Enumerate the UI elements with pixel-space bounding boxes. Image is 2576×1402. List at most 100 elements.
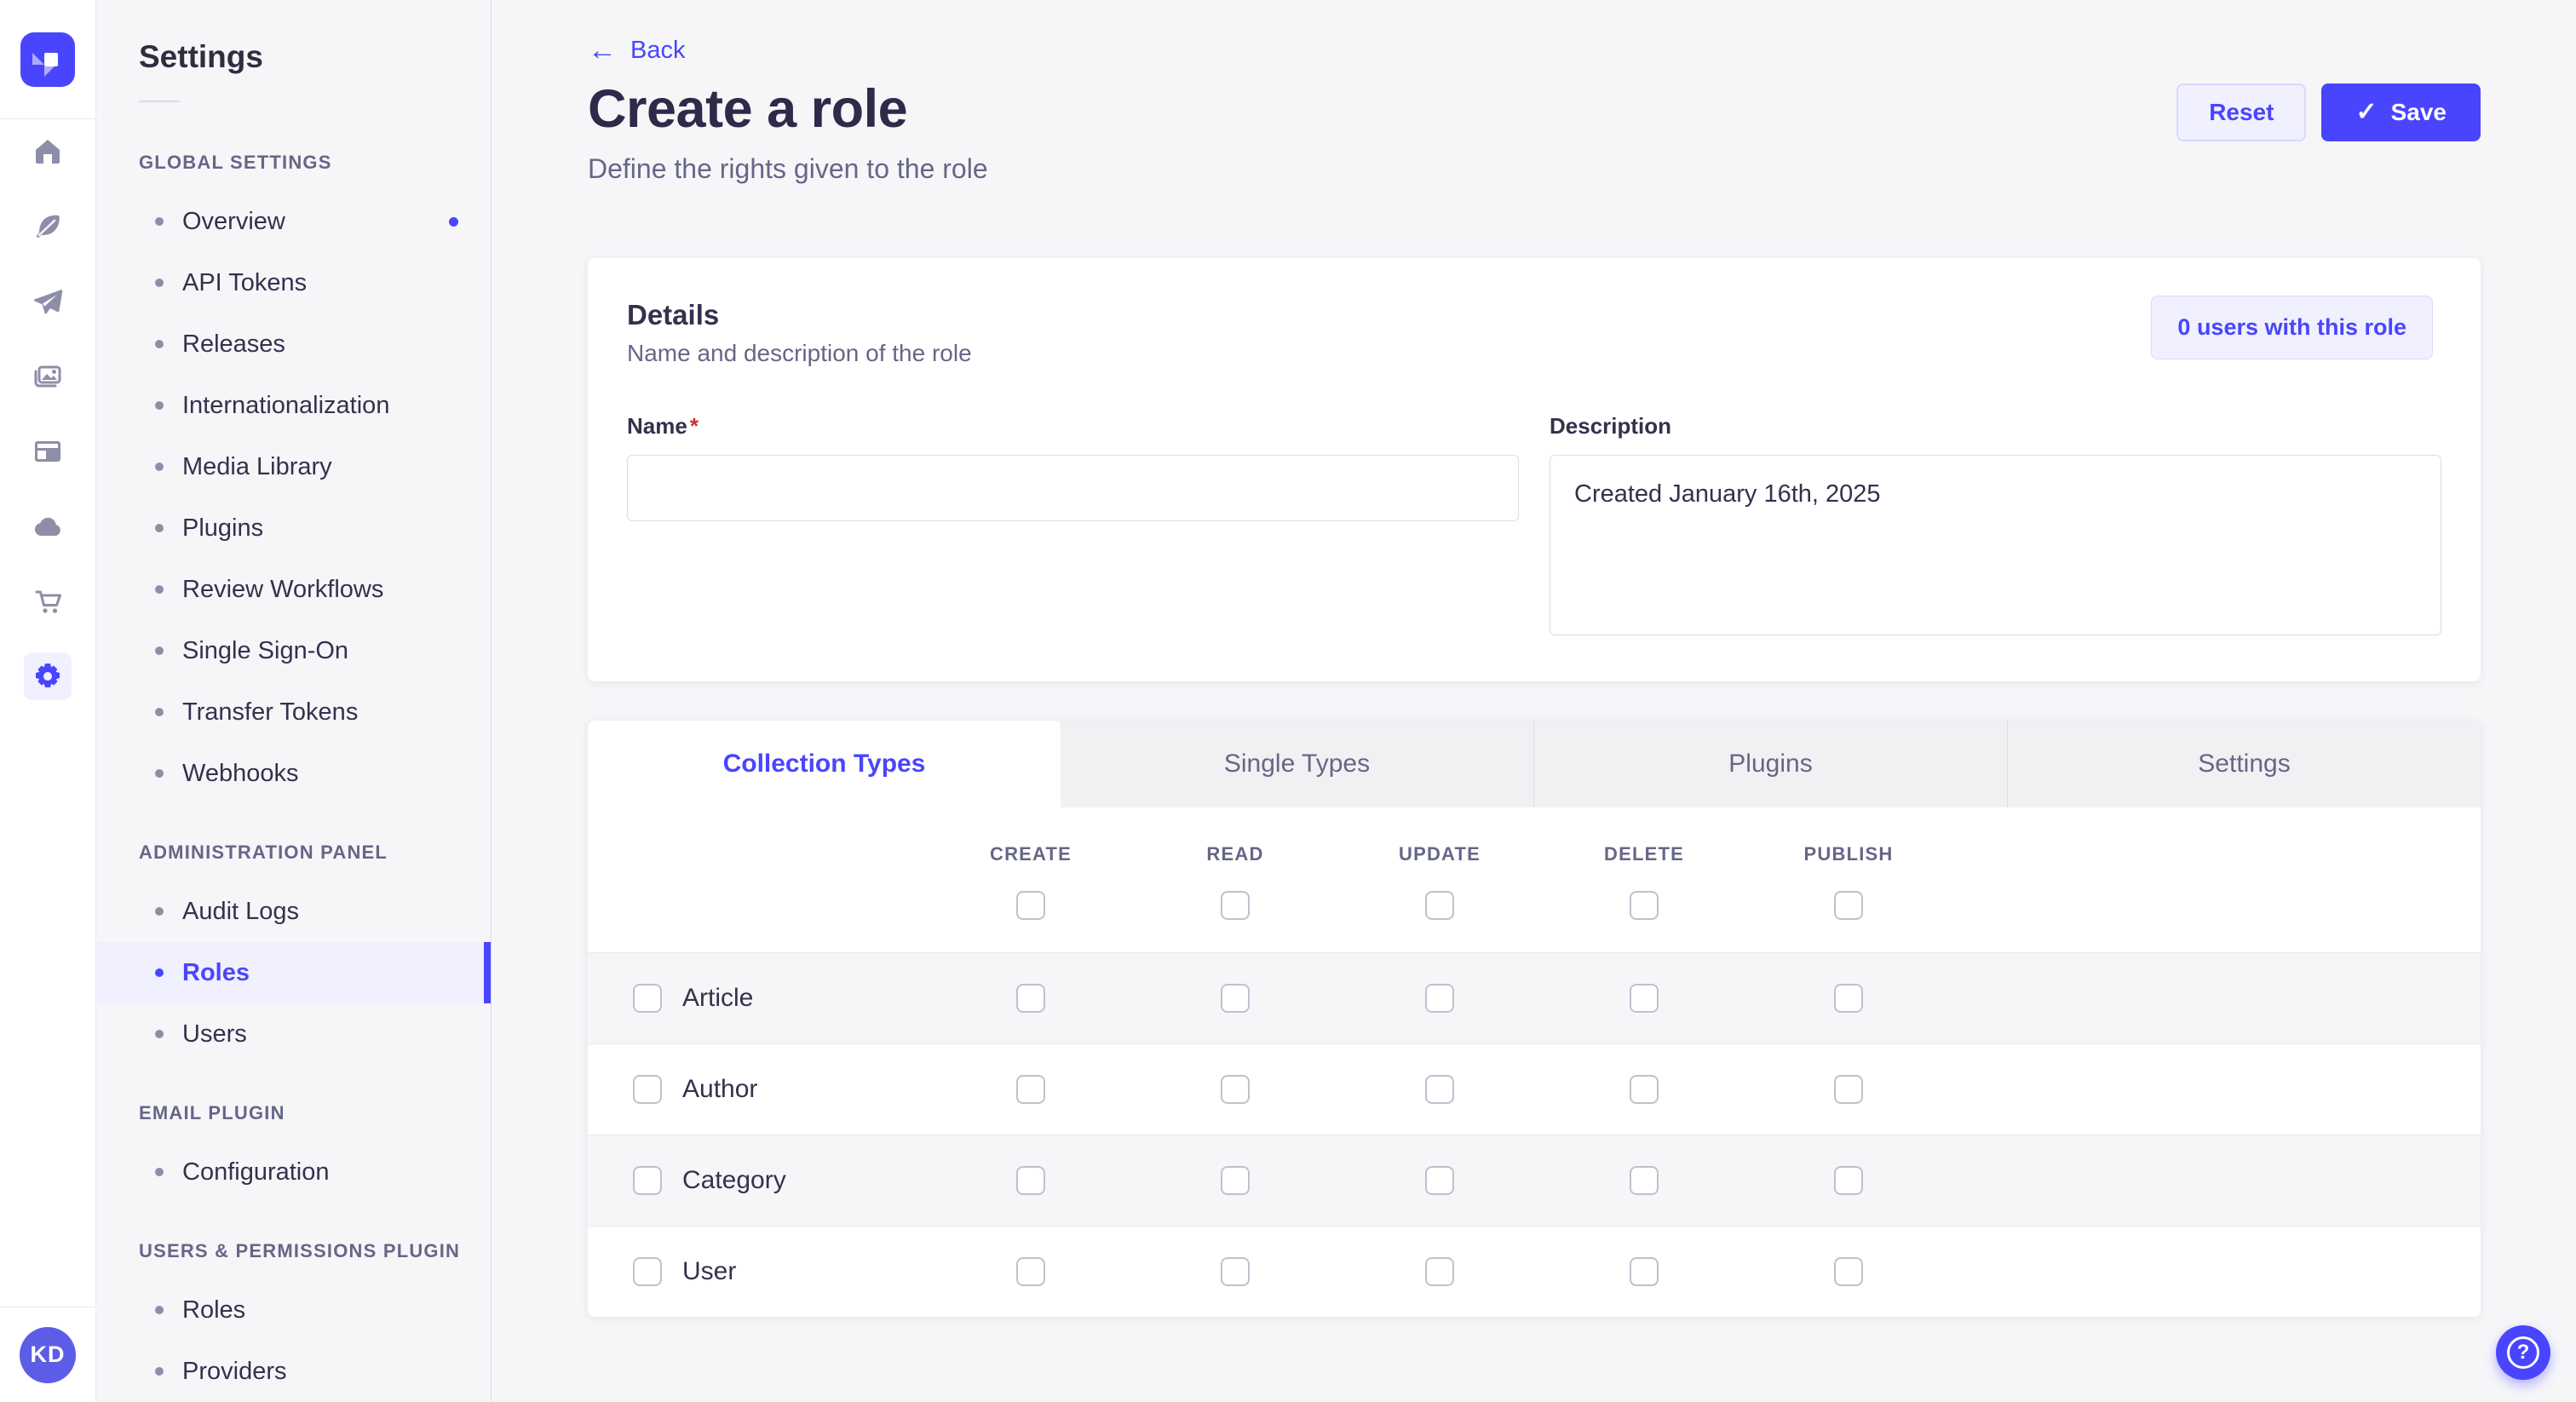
sidebar-item-up-roles[interactable]: Roles [96,1279,491,1341]
select-all-publish-checkbox[interactable] [1834,891,1863,920]
table-row-category: Category [588,1135,2481,1226]
sidebar-item-plugins[interactable]: Plugins [96,497,491,559]
home-icon[interactable] [24,128,72,175]
description-textarea[interactable]: Created January 16th, 2025 [1550,455,2441,635]
sidebar-item-releases[interactable]: Releases [96,313,491,375]
row-select-checkbox[interactable] [633,984,662,1013]
permission-checkbox-delete[interactable] [1630,984,1659,1013]
column-header-create: CREATE [989,843,1072,865]
bullet-icon [155,279,164,287]
row-label: Article [682,984,754,1012]
name-field-group: Name * [627,413,1519,635]
tab-single-types[interactable]: Single Types [1061,721,1533,807]
row-select-checkbox[interactable] [633,1257,662,1286]
sidebar-item-internationalization[interactable]: Internationalization [96,375,491,436]
save-label: Save [2390,99,2447,125]
details-subtitle: Name and description of the role [627,340,972,366]
select-all-create-checkbox[interactable] [1016,891,1045,920]
bullet-icon [155,708,164,716]
main-content: ← Back Create a role Reset ✓ Save Define… [492,0,2576,1402]
paper-plane-icon[interactable] [24,278,72,325]
permission-checkbox-delete[interactable] [1630,1075,1659,1104]
select-all-update-checkbox[interactable] [1425,891,1454,920]
bullet-icon [155,585,164,594]
user-avatar[interactable]: KD [20,1326,76,1383]
name-input[interactable] [627,455,1519,521]
details-card: Details Name and description of the role… [588,258,2481,681]
column-header-delete: DELETE [1604,843,1684,865]
subnav-divider [139,101,180,102]
bullet-icon [155,524,164,532]
bullet-icon [155,1306,164,1314]
sidebar-item-roles[interactable]: Roles [96,942,491,1003]
subnav-title: Settings [139,39,263,74]
permission-checkbox-read[interactable] [1221,1075,1250,1104]
sidebar-item-configuration[interactable]: Configuration [96,1141,491,1203]
permission-checkbox-update[interactable] [1425,984,1454,1013]
permission-checkbox-read[interactable] [1221,1166,1250,1195]
section-label-global-settings: GLOBAL SETTINGS [139,152,332,173]
reset-button[interactable]: Reset [2176,83,2307,141]
users-with-role-button[interactable]: 0 users with this role [2151,296,2433,359]
permission-checkbox-create[interactable] [1016,1257,1045,1286]
sidebar-item-single-sign-on[interactable]: Single Sign-On [96,620,491,681]
column-header-publish: PUBLISH [1803,843,1894,865]
back-link[interactable]: ← Back [588,36,685,65]
strapi-logo[interactable] [20,32,75,87]
tab-settings[interactable]: Settings [2007,721,2481,807]
permission-checkbox-create[interactable] [1016,1166,1045,1195]
sidebar-item-media-library[interactable]: Media Library [96,436,491,497]
permission-checkbox-publish[interactable] [1834,1166,1863,1195]
permissions-column-headers: CREATE READ UPDATE DELETE PUBLISH [588,807,2481,865]
permission-checkbox-delete[interactable] [1630,1166,1659,1195]
help-button[interactable]: ? [2496,1325,2550,1380]
sidebar-item-overview[interactable]: Overview [96,191,491,252]
back-arrow-icon: ← [588,34,617,66]
back-label: Back [630,36,686,64]
bullet-icon [155,340,164,348]
sidebar-item-providers[interactable]: Providers [96,1341,491,1402]
logo-mark [44,52,58,66]
media-library-icon[interactable] [24,353,72,400]
section-label-email-plugin: EMAIL PLUGIN [139,1102,285,1123]
permission-checkbox-update[interactable] [1425,1075,1454,1104]
permission-checkbox-delete[interactable] [1630,1257,1659,1286]
bullet-icon [155,968,164,977]
tab-collection-types[interactable]: Collection Types [588,721,1061,807]
permission-checkbox-publish[interactable] [1834,984,1863,1013]
bullet-icon [155,646,164,655]
row-select-checkbox[interactable] [633,1075,662,1104]
permissions-tabs: Collection Types Single Types Plugins Se… [588,721,2481,807]
save-button[interactable]: ✓ Save [2321,83,2481,141]
permission-checkbox-create[interactable] [1016,984,1045,1013]
sidebar-item-transfer-tokens[interactable]: Transfer Tokens [96,681,491,743]
sidebar-item-webhooks[interactable]: Webhooks [96,743,491,804]
permission-checkbox-update[interactable] [1425,1166,1454,1195]
section-label-administration-panel: ADMINISTRATION PANEL [139,842,388,863]
cloud-icon[interactable] [24,503,72,550]
cart-icon[interactable] [24,577,72,625]
permission-checkbox-publish[interactable] [1834,1075,1863,1104]
permission-checkbox-read[interactable] [1221,1257,1250,1286]
row-select-checkbox[interactable] [633,1166,662,1195]
sidebar-item-audit-logs[interactable]: Audit Logs [96,881,491,942]
select-all-read-checkbox[interactable] [1221,891,1250,920]
bullet-icon [155,1367,164,1376]
feather-icon[interactable] [24,203,72,250]
sidebar-item-api-tokens[interactable]: API Tokens [96,252,491,313]
layout-icon[interactable] [24,428,72,475]
permission-checkbox-update[interactable] [1425,1257,1454,1286]
nav-rail: KD [0,0,96,1402]
sidebar-item-review-workflows[interactable]: Review Workflows [96,559,491,620]
permission-checkbox-read[interactable] [1221,984,1250,1013]
settings-gear-icon[interactable] [24,652,72,700]
bullet-icon [155,217,164,226]
bullet-icon [155,1168,164,1176]
details-title: Details [627,299,720,330]
tab-plugins[interactable]: Plugins [1533,721,2007,807]
permission-checkbox-create[interactable] [1016,1075,1045,1104]
select-all-row [588,865,2481,952]
sidebar-item-users[interactable]: Users [96,1003,491,1065]
permission-checkbox-publish[interactable] [1834,1257,1863,1286]
select-all-delete-checkbox[interactable] [1630,891,1659,920]
